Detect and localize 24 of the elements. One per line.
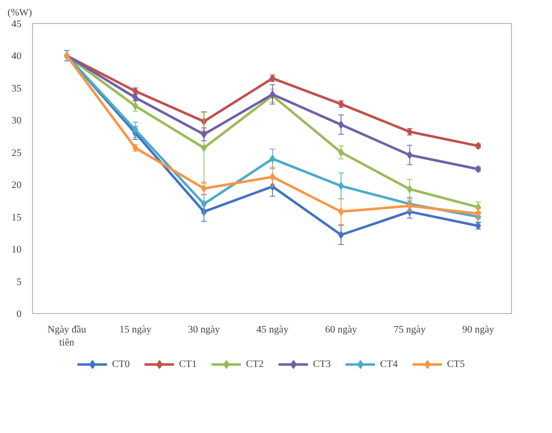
y-tick-label: 10: [12, 244, 22, 256]
y-tick-label: 45: [12, 19, 22, 30]
y-tick-label: 25: [12, 148, 22, 159]
x-tick-label: 75 ngày: [394, 324, 426, 336]
legend-label: CT3: [313, 358, 332, 370]
y-tick-label: 5: [16, 276, 22, 288]
y-tick-label: 40: [12, 51, 22, 62]
y-tick-label: 15: [12, 212, 22, 224]
x-tick-label: 45 ngày: [256, 324, 288, 336]
legend-label: CT5: [447, 358, 466, 370]
x-tick-label: Ngày đầu tiên: [47, 324, 86, 349]
y-tick-label: 35: [12, 83, 22, 94]
y-tick-label: 20: [12, 180, 22, 192]
x-tick-label: 30 ngày: [188, 324, 220, 336]
y-tick-label: 30: [12, 116, 22, 127]
legend-label: CT4: [380, 358, 399, 370]
legend-label: CT0: [112, 358, 131, 370]
x-tick-label: 60 ngày: [325, 324, 358, 336]
y-tick-label: 0: [16, 309, 22, 320]
legend-label: CT2: [246, 358, 265, 370]
legend-label: CT1: [179, 358, 198, 370]
y-axis-title: (%W): [8, 8, 32, 18]
x-tick-label: 15 ngày: [119, 324, 152, 336]
x-tick-label: 90 ngày: [462, 324, 494, 336]
